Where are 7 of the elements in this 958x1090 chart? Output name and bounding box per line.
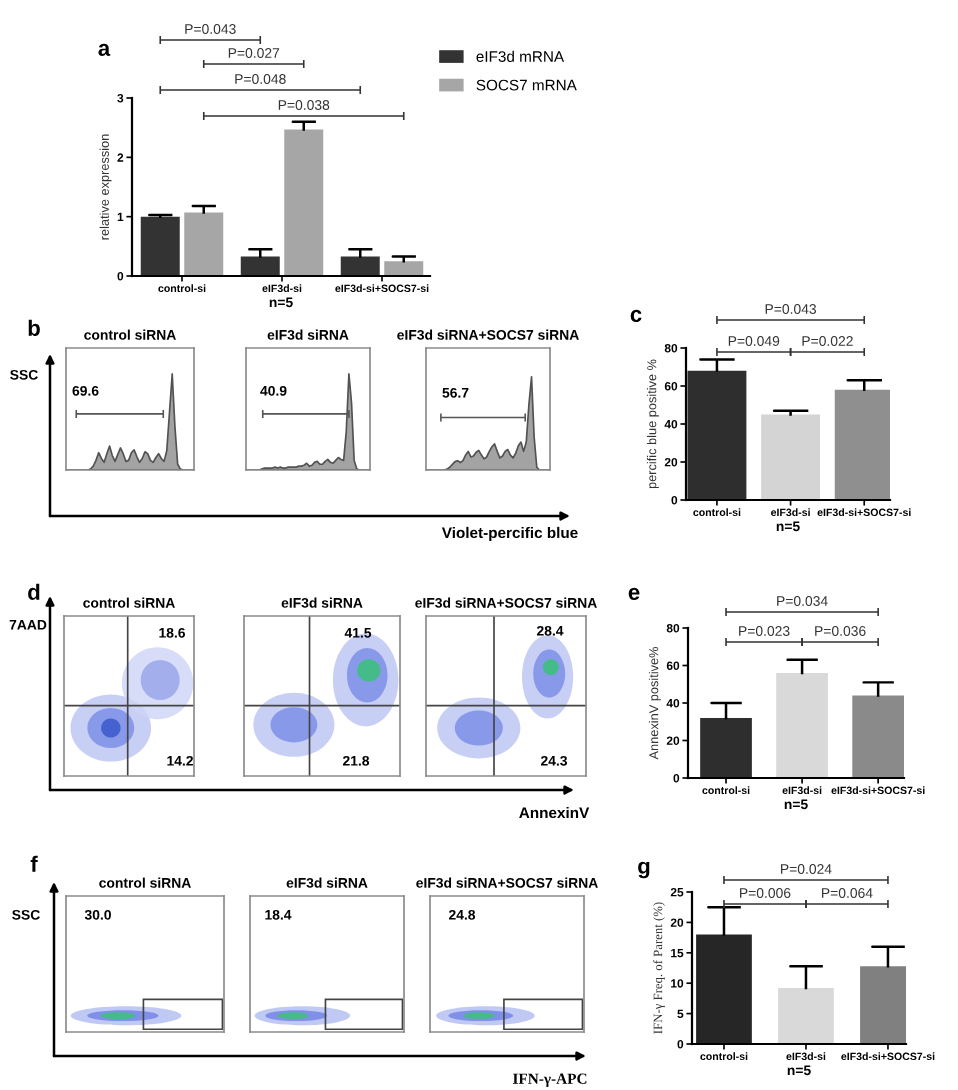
chart-title: a <box>98 43 111 56</box>
text: f <box>30 855 38 872</box>
chart-title: c <box>630 309 642 322</box>
chart-title: g <box>638 861 650 879</box>
text: b <box>28 319 40 336</box>
chart-title: e <box>628 587 640 600</box>
text: d <box>28 583 40 600</box>
